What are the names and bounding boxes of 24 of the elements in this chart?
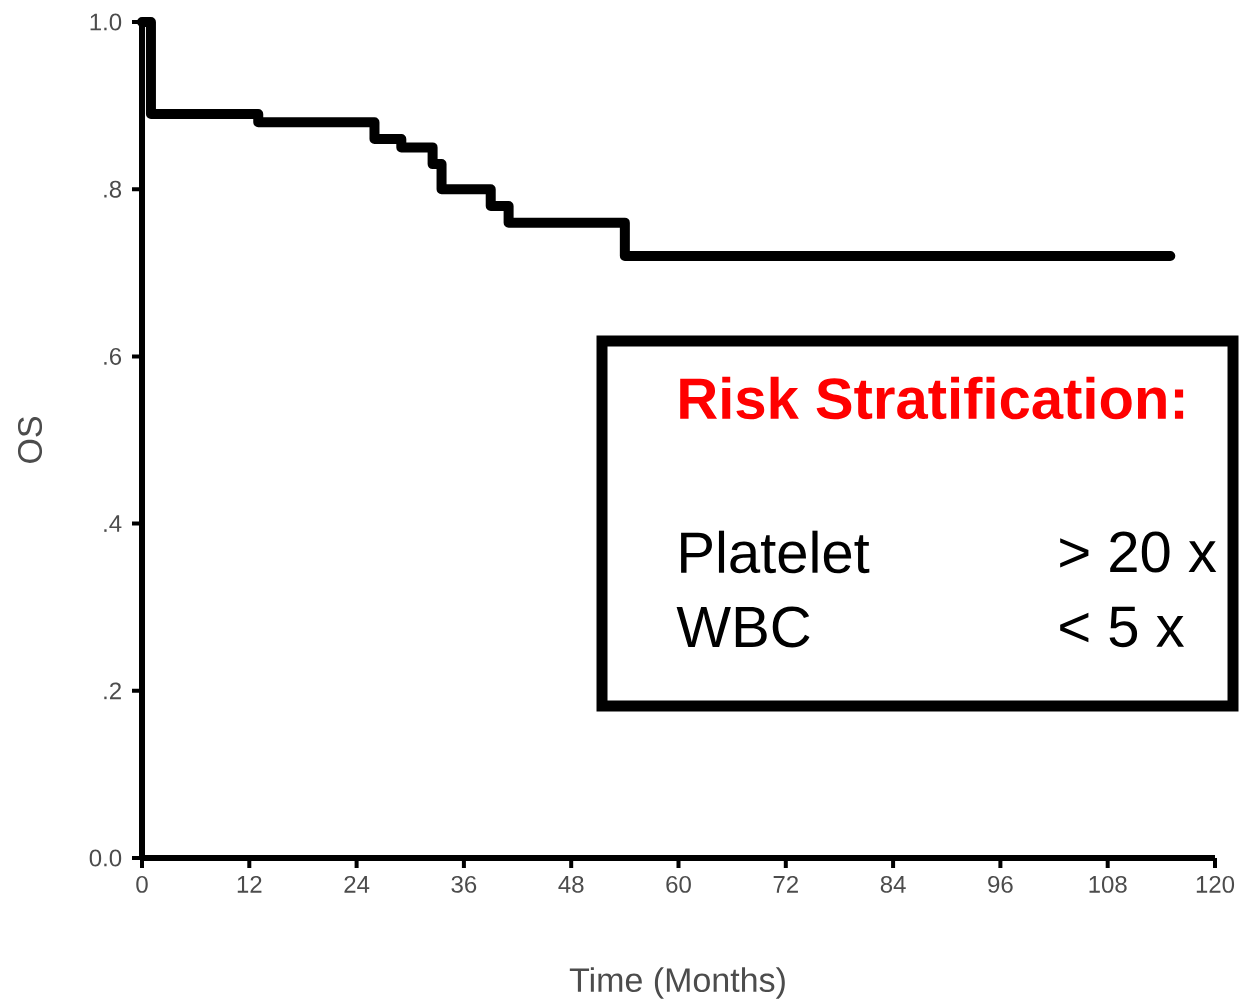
y-tick-label: .4 [104,515,122,532]
x-tick-label: 12 [237,875,262,893]
x-axis-title: Time (Months) [569,967,785,999]
annotation: < 5 x [1060,606,1185,648]
x-tick-label: 24 [344,875,370,893]
y-tick-label: .8 [104,180,122,198]
y-tick-label: 1.0 [90,13,122,31]
x-tick-label: 120 [1196,875,1235,893]
x-tick-label: 84 [880,875,906,893]
y-tick-label: .2 [104,682,121,700]
annotation: Risk Stratification: [680,376,1184,420]
x-tick-label: 60 [666,875,691,893]
y-axis-title: OS [17,416,43,463]
x-tick-label: 0 [136,875,148,893]
annotation: Platelet [681,530,870,574]
y-tick-label: 0.0 [89,849,122,867]
y-tick-label: .6 [104,347,122,365]
x-tick-label: 108 [1089,875,1127,893]
x-tick-label: 72 [773,875,798,893]
annotation: > 20 x [1060,531,1217,573]
x-tick-label: 48 [558,875,584,893]
x-tick-label: 96 [988,875,1013,893]
x-tick-label: 36 [451,875,477,893]
annotation: WBC [676,606,810,648]
